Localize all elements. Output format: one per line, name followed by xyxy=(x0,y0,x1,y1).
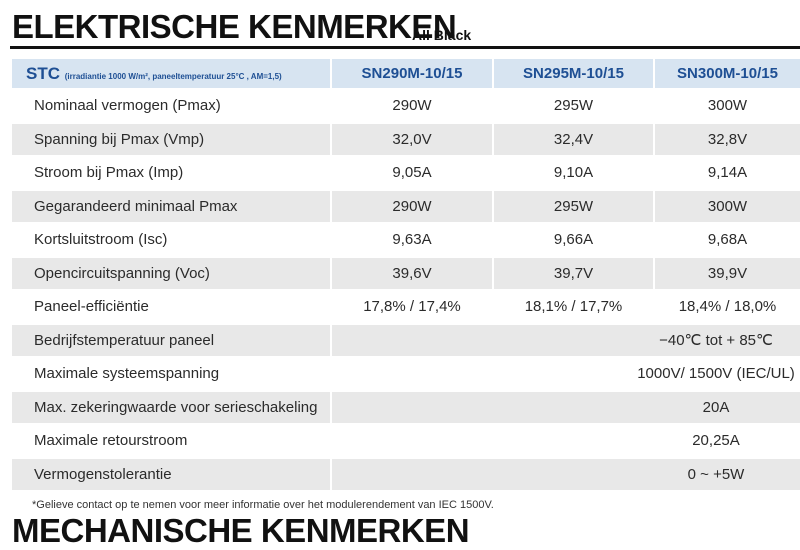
row-label: Nominaal vermogen (Pmax) xyxy=(10,88,332,124)
row-value: 39,7V xyxy=(492,255,655,291)
spec-row: Opencircuitspanning (Voc) 39,6V 39,7V 39,9V xyxy=(10,255,800,291)
row-value: 290W xyxy=(330,188,494,224)
row-value: 9,66A xyxy=(492,222,655,258)
row-value: 39,9V xyxy=(653,255,800,291)
row-label: Opencircuitspanning (Voc) xyxy=(10,255,332,291)
row-label: Spanning bij Pmax (Vmp) xyxy=(10,121,332,157)
row-value: 9,68A xyxy=(653,222,800,258)
row-value: 20,25A xyxy=(330,423,800,459)
row-value: 0 ~ +5W xyxy=(330,456,800,492)
spec-row: Gegarandeerd minimaal Pmax 290W 295W 300W xyxy=(10,188,800,224)
row-label: Kortsluitstroom (Isc) xyxy=(10,222,332,258)
row-value: 20A xyxy=(330,389,800,425)
next-section-title: MECHANISCHE KENMERKEN xyxy=(12,512,470,549)
spec-row: Max. zekeringwaarde voor serieschakeling… xyxy=(10,389,800,425)
spec-row: Vermogenstolerantie 0 ~ +5W xyxy=(10,456,800,492)
row-value: 300W xyxy=(653,88,800,124)
spec-row: Spanning bij Pmax (Vmp) 32,0V 32,4V 32,8V xyxy=(10,121,800,157)
row-label: Max. zekeringwaarde voor serieschakeling xyxy=(10,389,332,425)
spec-row: Stroom bij Pmax (Imp) 9,05A 9,10A 9,14A xyxy=(10,155,800,191)
row-value: 18,1% / 17,7% xyxy=(492,289,655,325)
spec-row: Maximale systeemspanning 1000V/ 1500V (IE… xyxy=(10,356,800,392)
stc-note: (irradiantie 1000 W/m², paneeltemperatuu… xyxy=(64,71,282,81)
row-value: 9,10A xyxy=(492,155,655,191)
stc-header: STC (irradiantie 1000 W/m², paneeltemper… xyxy=(10,57,332,90)
spec-table: STC (irradiantie 1000 W/m², paneeltemper… xyxy=(10,57,800,492)
row-label: Paneel-efficiëntie xyxy=(10,289,332,325)
row-label: Maximale systeemspanning xyxy=(10,356,332,392)
row-label: Maximale retourstroom xyxy=(10,423,332,459)
row-value: 295W xyxy=(492,88,655,124)
row-value: −40℃ tot + 85℃ xyxy=(330,322,800,358)
stc: STC xyxy=(26,63,60,83)
row-value: 32,4V xyxy=(492,121,655,157)
title: ELEKTRISCHE KENMERKEN xyxy=(12,8,457,45)
page: {"header": {"title": "ELEKTRISCHE KENMER… xyxy=(10,8,800,549)
row-value: 32,8V xyxy=(653,121,800,157)
row-label: Gegarandeerd minimaal Pmax xyxy=(10,188,332,224)
spec-row: Kortsluitstroom (Isc) 9,63A 9,66A 9,68A xyxy=(10,222,800,258)
spec-row: Nominaal vermogen (Pmax) 290W 295W 300W xyxy=(10,88,800,124)
row-value: 1000V/ 1500V (IEC/UL) xyxy=(330,356,800,392)
row-value: 17,8% / 17,4% xyxy=(330,289,494,325)
spec-row: Paneel-efficiëntie 17,8% / 17,4% 18,1% / 1… xyxy=(10,289,800,325)
row-label: Vermogenstolerantie xyxy=(10,456,332,492)
row-value: 39,6V xyxy=(330,255,494,291)
row-value: 300W xyxy=(653,188,800,224)
row-value: 290W xyxy=(330,88,494,124)
column-header: SN300M-10/15 xyxy=(653,57,800,90)
spec-row: Bedrijfstemperatuur paneel −40℃ tot + 85℃ xyxy=(10,322,800,358)
row-value: 295W xyxy=(492,188,655,224)
title-rule xyxy=(10,46,800,49)
column-header: SN290M-10/15 xyxy=(330,57,494,90)
header-row: STC (irradiantie 1000 W/m², paneeltemper… xyxy=(10,57,800,90)
row-value: 9,05A xyxy=(330,155,494,191)
footnote: *Gelieve contact op te nemen voor meer i… xyxy=(32,499,494,511)
row-value: 32,0V xyxy=(330,121,494,157)
row-value: 9,14A xyxy=(653,155,800,191)
row-value: 9,63A xyxy=(330,222,494,258)
row-value: 18,4% / 18,0% xyxy=(653,289,800,325)
subtitle: All Black xyxy=(412,27,472,43)
column-header: SN295M-10/15 xyxy=(492,57,655,90)
row-label: Bedrijfstemperatuur paneel xyxy=(10,322,332,358)
spec-row: Maximale retourstroom 20,25A xyxy=(10,423,800,459)
row-label: Stroom bij Pmax (Imp) xyxy=(10,155,332,191)
